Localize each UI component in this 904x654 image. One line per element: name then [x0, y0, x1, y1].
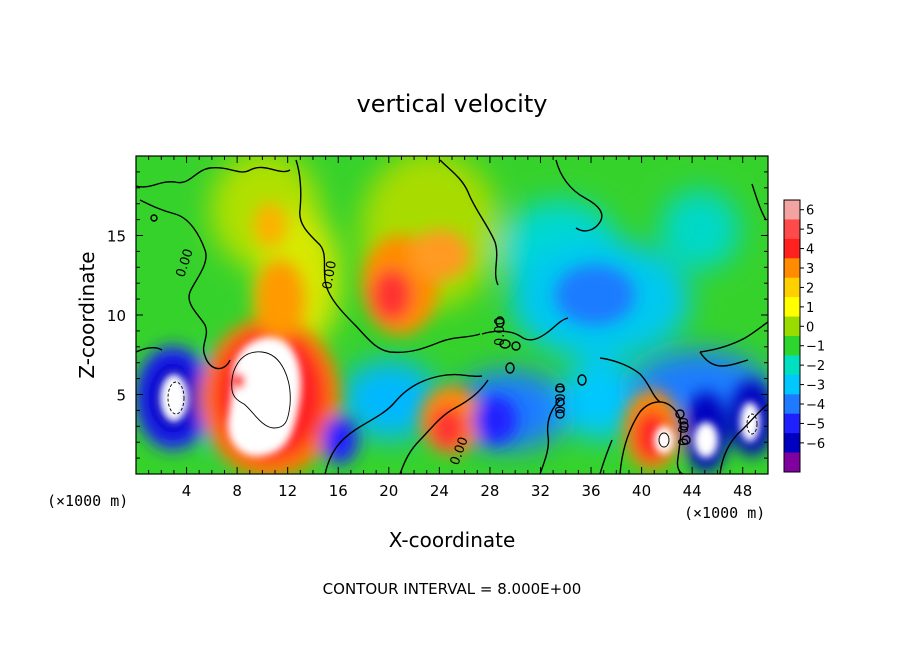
- colorbar-swatch: [784, 200, 800, 220]
- x-axis: 4 8 12 16 20 24 28 32 36 40 44 48: [148, 156, 756, 500]
- zero-contours: [136, 159, 768, 474]
- colorbar-swatch: [784, 452, 800, 473]
- colorbar-label: −4: [806, 398, 825, 413]
- colorbar-swatch: [784, 374, 800, 395]
- colorbar-swatch: [784, 238, 800, 259]
- chart-title: vertical velocity: [357, 90, 548, 118]
- y-tick-label: 10: [107, 307, 126, 325]
- colorbar-swatch: [784, 336, 800, 356]
- x-tick-label: 32: [531, 482, 550, 500]
- x-tick-label: 48: [733, 482, 752, 500]
- y-tick-label: 15: [107, 228, 126, 246]
- x-tick-label: 20: [379, 482, 398, 500]
- colorbar-label: −6: [806, 437, 825, 452]
- colorbar-label: 0: [806, 320, 814, 335]
- contour-label: 0.00: [677, 417, 692, 446]
- y-axis: 5 10 15: [107, 171, 768, 459]
- colorbar-swatch: [784, 355, 800, 376]
- colorbar-label: −5: [806, 417, 825, 432]
- colorbar-label: −1: [806, 340, 825, 355]
- x-units-right: (×1000 m): [684, 504, 765, 522]
- x-units-left: (×1000 m): [47, 492, 128, 510]
- y-tick-label: 5: [116, 387, 126, 405]
- colorbar-label: 6: [806, 204, 814, 219]
- colorbar-label: −2: [806, 359, 825, 374]
- x-tick-label: 16: [329, 482, 348, 500]
- colorbar-swatch: [784, 433, 800, 454]
- y-axis-title: Z-coordinate: [75, 251, 99, 378]
- colorbar-swatch: [784, 277, 800, 298]
- x-tick-label: 40: [632, 482, 651, 500]
- x-tick-label: 4: [182, 482, 192, 500]
- plot-area: [136, 156, 768, 474]
- x-tick-label: 24: [430, 482, 449, 500]
- x-tick-label: 36: [581, 482, 600, 500]
- colorbar-swatch: [784, 258, 800, 279]
- x-tick-label: 28: [480, 482, 499, 500]
- colorbar-label: 3: [806, 262, 814, 277]
- x-tick-label: 8: [232, 482, 242, 500]
- x-axis-title: X-coordinate: [389, 528, 516, 552]
- colorbar-swatch: [784, 394, 800, 415]
- colorbar-swatch: [784, 413, 800, 434]
- colorbar-label: −3: [806, 379, 825, 394]
- colorbar-swatch: [784, 316, 800, 337]
- colorbar-label: 5: [806, 223, 814, 238]
- colorbar: 6 5 4 3 2 1 0 −1 −2 −3 −4 −5 −6: [783, 199, 825, 473]
- colorbar-frame: [783, 199, 801, 473]
- colorbar-label: 4: [806, 243, 814, 258]
- contour-interval-note: CONTOUR INTERVAL = 8.000E+00: [323, 580, 582, 598]
- x-tick-label: 44: [683, 482, 702, 500]
- contour-label: 0.00: [493, 317, 508, 346]
- colorbar-swatch: [784, 297, 800, 318]
- contour-label: 0.00: [554, 385, 569, 414]
- colorbar-label: 2: [806, 281, 814, 296]
- contour-label: 0.00: [320, 260, 340, 291]
- x-tick-label: 12: [278, 482, 297, 500]
- colorbar-swatch: [784, 219, 800, 240]
- colorbar-label: 1: [806, 301, 814, 316]
